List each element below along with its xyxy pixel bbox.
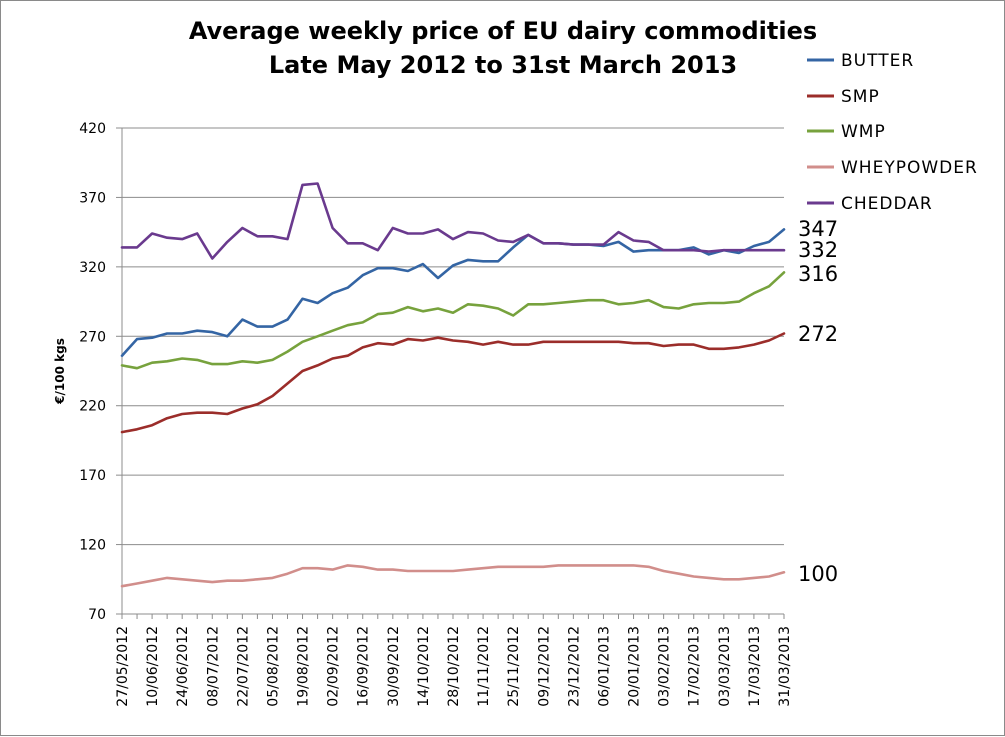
- end-label-cheddar: 332: [798, 238, 838, 262]
- y-tick-label: 320: [79, 260, 106, 276]
- y-tick-label: 120: [79, 538, 106, 554]
- x-tick-label: 10/06/2012: [145, 626, 161, 707]
- x-tick-label: 31/03/2013: [777, 626, 793, 707]
- y-tick-label: 270: [79, 329, 106, 345]
- x-tick-label: 09/12/2012: [536, 626, 552, 707]
- x-tick-label: 30/09/2012: [386, 626, 402, 707]
- x-tick-label: 11/11/2012: [476, 626, 492, 707]
- legend-label-butter: BUTTER: [841, 51, 914, 71]
- x-tick-label: 17/03/2013: [747, 626, 763, 707]
- x-tick-label: 22/07/2012: [235, 626, 251, 707]
- x-tick-label: 06/01/2013: [596, 626, 612, 707]
- x-tick-label: 05/08/2012: [265, 626, 281, 707]
- y-tick-label: 70: [88, 607, 106, 623]
- x-tick-label: 28/10/2012: [446, 626, 462, 707]
- x-tick-label: 27/05/2012: [115, 626, 131, 707]
- series-line-wheypowder: [120, 564, 786, 588]
- x-tick-label: 03/03/2013: [717, 626, 733, 707]
- gridlines: [122, 127, 784, 615]
- x-tick-label: 16/09/2012: [356, 626, 372, 707]
- y-axis-label: €/100 kgs: [53, 338, 67, 405]
- y-axis-ticks: 420 370 320 270 220 170 120 70: [79, 121, 122, 623]
- x-tick-label: 17/02/2013: [687, 626, 703, 707]
- x-tick-label: 25/11/2012: [506, 626, 522, 707]
- end-label-butter: 347: [798, 217, 838, 241]
- end-label-smp: 272: [798, 322, 838, 346]
- legend-label-cheddar: CHEDDAR: [841, 194, 933, 214]
- x-tick-label: 02/09/2012: [326, 626, 342, 707]
- x-tick-label: 14/10/2012: [416, 626, 432, 707]
- legend-label-smp: SMP: [841, 87, 880, 107]
- axes: [121, 128, 784, 615]
- x-tick-label: 08/07/2012: [205, 626, 221, 707]
- y-tick-label: 370: [79, 190, 106, 206]
- series-line-smp: [120, 332, 786, 434]
- x-tick-label: 03/02/2013: [657, 626, 673, 707]
- chart-title-line-2: Late May 2012 to 31st March 2013: [269, 51, 737, 79]
- x-axis-ticks: 27/05/2012 10/06/2012 24/06/2012 08/07/2012…: [115, 614, 793, 707]
- end-label-wmp: 316: [798, 262, 838, 286]
- y-tick-label: 170: [79, 468, 106, 484]
- x-tick-label: 23/12/2012: [566, 626, 582, 707]
- y-axis-title: €/100 kgs: [53, 338, 67, 405]
- legend-label-wmp: WMP: [841, 122, 886, 142]
- end-label-wheypowder: 100: [798, 562, 838, 586]
- legend-label-wheypowder: WHEYPOWDER: [841, 158, 978, 178]
- chart-title: Average weekly price of EU dairy commodi…: [189, 17, 817, 79]
- y-tick-label: 220: [79, 399, 106, 415]
- end-value-labels: 347 272 316 100 332: [798, 217, 838, 586]
- x-tick-label: 20/01/2013: [627, 626, 643, 707]
- series-line-cheddar: [120, 182, 786, 260]
- x-tick-label: 19/08/2012: [296, 626, 312, 707]
- x-tick-label: 24/06/2012: [175, 626, 191, 707]
- series-line-wmp: [120, 271, 786, 370]
- chart-title-line-1: Average weekly price of EU dairy commodi…: [189, 17, 817, 45]
- y-tick-label: 420: [79, 121, 106, 137]
- series-lines: [120, 182, 786, 588]
- legend: BUTTER SMP WMP WHEYPOWDER CHEDDAR: [807, 51, 978, 214]
